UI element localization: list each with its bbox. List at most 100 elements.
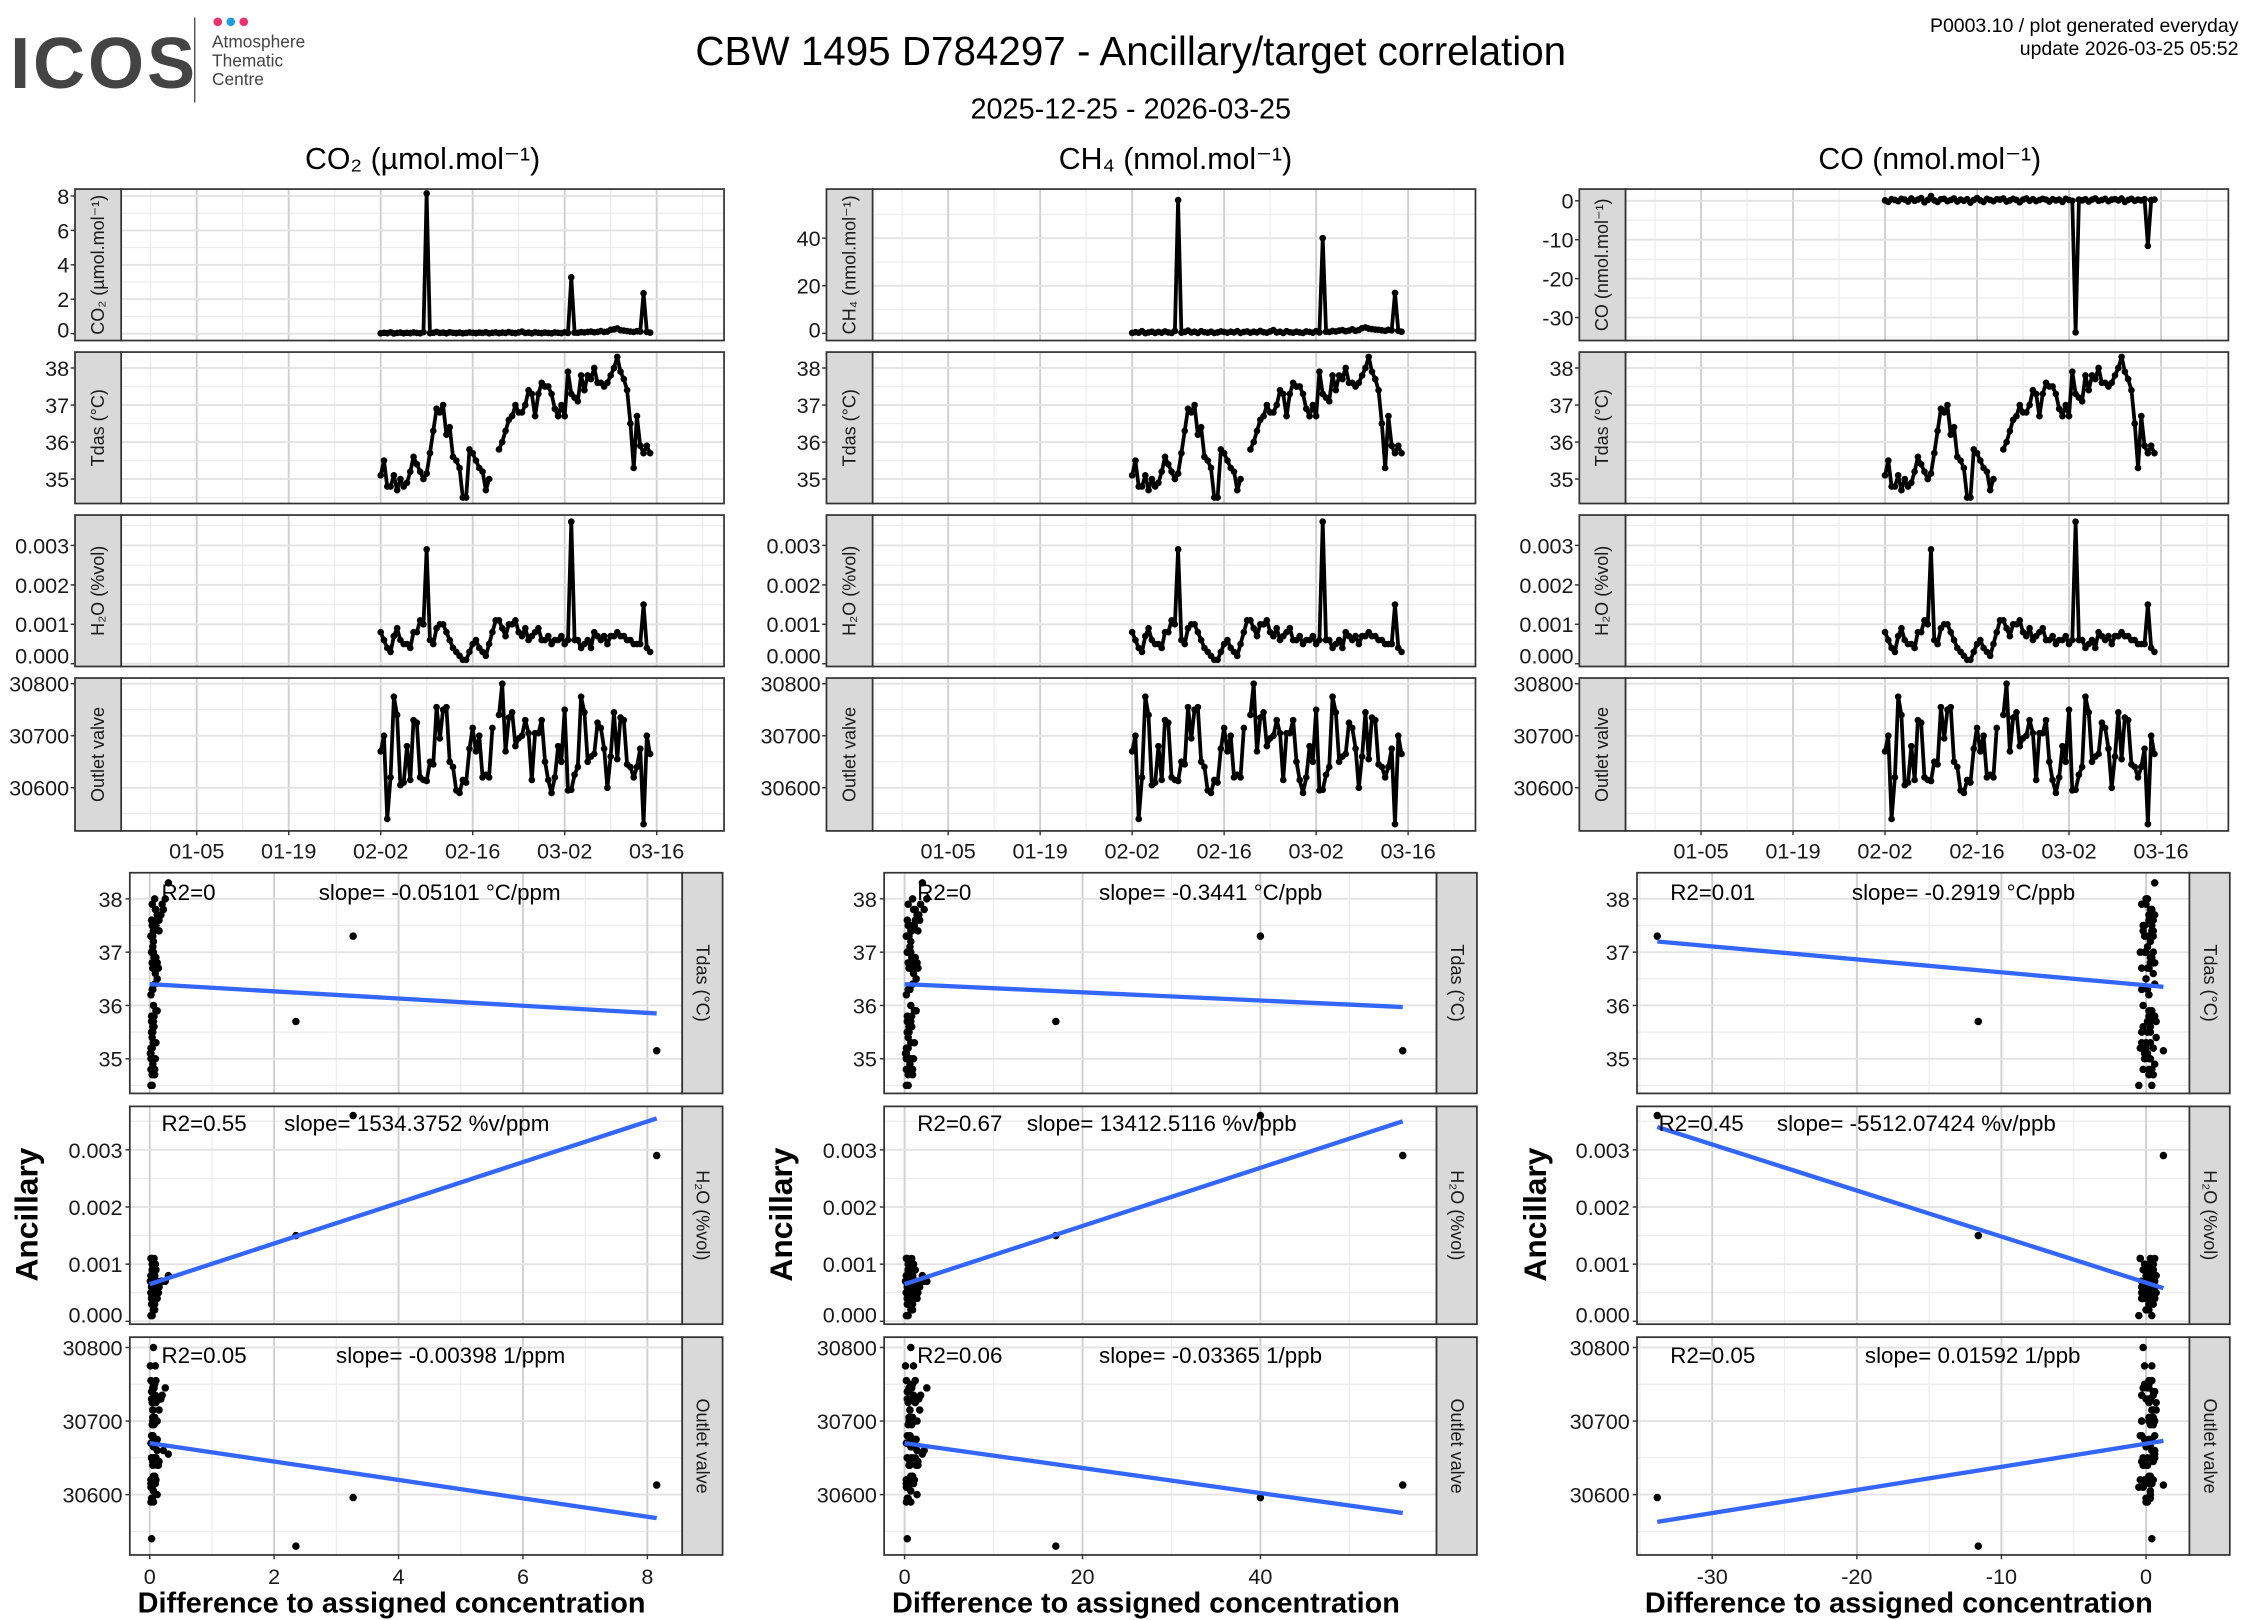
data-point (2022, 409, 2030, 416)
scatter-point (904, 1311, 912, 1320)
data-point (1960, 789, 1968, 797)
data-point (581, 709, 588, 716)
data-point (420, 328, 427, 336)
slope-annotation: slope= -5512.07424 %v/ppb (1777, 1111, 2056, 1136)
data-point (574, 636, 582, 644)
data-point (485, 475, 493, 483)
strip (1578, 188, 1627, 342)
data-point (2151, 750, 2158, 758)
y-tick-label: 38 (45, 356, 69, 381)
x-tick-label: 01-05 (921, 838, 976, 863)
data-point (1309, 632, 1317, 640)
regression-line (149, 1440, 658, 1521)
strip-label: H₂O (%vol) (693, 1170, 713, 1260)
data-point (469, 449, 477, 457)
y-tick-label: 38 (99, 887, 123, 912)
data-point (567, 274, 575, 281)
data-point (502, 632, 509, 640)
data-point (518, 732, 526, 740)
data-point (2144, 601, 2152, 608)
x-tick-label: 2 (268, 1564, 280, 1589)
data-point (1312, 706, 1320, 714)
y-tick-label: 30800 (761, 672, 821, 697)
scatter-point (2142, 1271, 2150, 1280)
data-point (1391, 289, 1399, 297)
data-point (1898, 624, 1905, 632)
data-point (2052, 390, 2060, 398)
data-point (1174, 470, 1182, 477)
data-point (472, 748, 480, 755)
regression-line (149, 981, 657, 1016)
data-point (2072, 518, 2079, 526)
slope-annotation: slope= 1534.3752 %v/ppm (284, 1111, 549, 1136)
data-point (439, 620, 447, 628)
data-point (1138, 774, 1146, 781)
scatter-point (2145, 1065, 2153, 1074)
scatter-point (913, 1490, 921, 1499)
y-tick-label: 30600 (9, 776, 69, 801)
data-point (2124, 375, 2132, 383)
data-point (2049, 383, 2056, 390)
data-point (2068, 368, 2076, 376)
data-point (377, 628, 385, 636)
scatter-point (2159, 1047, 2168, 1055)
data-point (2062, 632, 2070, 640)
scatter-point (2135, 1311, 2143, 1320)
scatter-point (2136, 948, 2145, 956)
data-point (521, 624, 529, 632)
data-point (393, 711, 401, 719)
data-point (2098, 719, 2106, 727)
data-point (1976, 748, 1984, 755)
data-point (1970, 648, 1978, 656)
r2-annotation: R2=0 (162, 880, 216, 905)
data-point (387, 483, 394, 490)
data-point (406, 644, 414, 652)
scatter-point (905, 1260, 913, 1268)
plot-background (872, 678, 1476, 831)
data-point (1342, 364, 1350, 372)
data-point (2026, 716, 2033, 724)
scatter-point (903, 1395, 912, 1403)
data-point (456, 789, 463, 797)
data-point (1894, 632, 1902, 640)
scatter-point (907, 1384, 916, 1392)
data-point (1260, 412, 1267, 420)
data-point (1362, 364, 1369, 372)
data-point (1187, 735, 1195, 742)
scatter-point (918, 1450, 927, 1458)
x-tick-label: 02-02 (1857, 838, 1912, 863)
data-point (1967, 656, 1974, 664)
data-point (2141, 442, 2148, 450)
strip (74, 351, 123, 505)
data-point (574, 763, 582, 771)
data-point (469, 724, 477, 732)
scatter-panel-ch4-h2o: slope= 13412.5116 %v/ppb R2=0.67 H₂O (%vol… (823, 1105, 1478, 1328)
data-point (1365, 353, 1373, 361)
data-point (1230, 468, 1238, 475)
scatter-point (2148, 1535, 2156, 1543)
data-point (387, 774, 394, 781)
data-point (1145, 486, 1152, 494)
scatter-point (2150, 1450, 2159, 1458)
y-tick-label: 35 (99, 1047, 123, 1072)
y-tick-label: 30700 (761, 724, 821, 749)
data-point (1325, 763, 1333, 771)
x-tick-label: 03-02 (2041, 838, 2096, 863)
data-point (1312, 412, 1320, 420)
data-point (2062, 758, 2070, 766)
data-point (1885, 457, 1892, 464)
data-point (1296, 383, 1304, 390)
data-point (1329, 372, 1336, 379)
data-point (1980, 732, 1987, 740)
y-tick-label: 37 (853, 940, 877, 965)
y-tick-label: 30600 (817, 1483, 877, 1508)
data-point (2108, 379, 2116, 387)
column-title: CH₄ (nmol.mol⁻¹) (1059, 143, 1292, 176)
y-tick-label: 0.002 (767, 573, 821, 598)
data-point (426, 449, 434, 457)
data-point (1325, 397, 1333, 405)
y-tick-label: 38 (1606, 887, 1630, 912)
plot-background (884, 1106, 1437, 1325)
data-point (1976, 457, 1984, 464)
